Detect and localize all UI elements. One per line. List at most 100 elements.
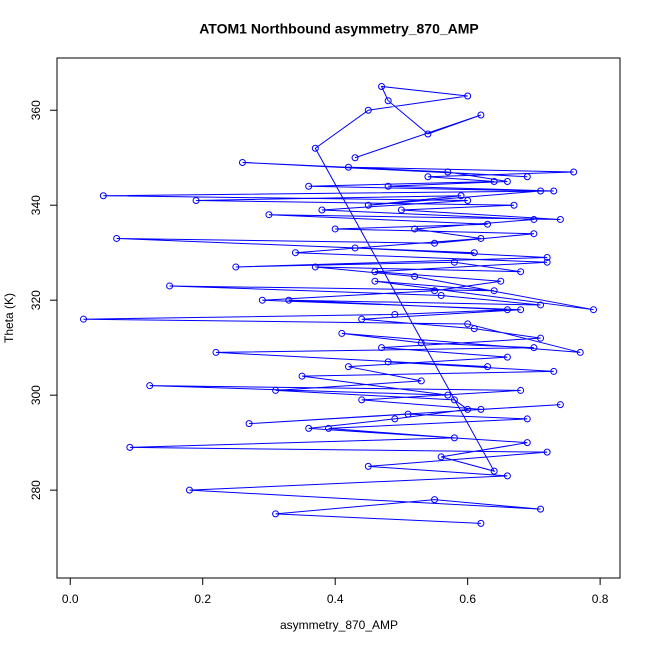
data-point (537, 505, 545, 513)
data-point (424, 130, 432, 138)
data-point (378, 82, 386, 90)
data-point (245, 420, 253, 428)
data-point (503, 353, 511, 361)
x-tick-label: 0.8 (592, 592, 609, 606)
data-point (497, 277, 505, 285)
data-point (470, 325, 478, 333)
y-axis-label: Theta (K) (2, 293, 16, 343)
data-point (464, 320, 472, 328)
y-tick-label: 360 (29, 100, 43, 120)
data-point (212, 348, 220, 356)
data-point (450, 258, 458, 266)
data-point (431, 496, 439, 504)
data-point (517, 386, 525, 394)
data-point (384, 97, 392, 105)
data-point (444, 168, 452, 176)
data-point (484, 220, 492, 228)
data-point (311, 263, 319, 271)
x-tick-label: 0.6 (459, 592, 476, 606)
x-tick-label: 0.2 (194, 592, 211, 606)
x-tick-label: 0.0 (62, 592, 79, 606)
data-point (318, 206, 326, 214)
data-point (464, 92, 472, 100)
data-point (431, 239, 439, 247)
data-point (556, 401, 564, 409)
data-point (364, 462, 372, 470)
data-point (530, 344, 538, 352)
data-point (450, 434, 458, 442)
data-point (99, 192, 107, 200)
x-tick-label: 0.4 (327, 592, 344, 606)
data-point (192, 196, 200, 204)
data-point (371, 268, 379, 276)
data-point (490, 467, 498, 475)
data-point (550, 367, 558, 375)
data-point (391, 415, 399, 423)
plot-frame (56, 57, 621, 579)
data-point (437, 291, 445, 299)
data-point (530, 230, 538, 238)
data-point (272, 386, 280, 394)
data-point (590, 306, 598, 314)
data-point (344, 163, 352, 171)
data-point (437, 453, 445, 461)
y-tick-label: 300 (29, 385, 43, 405)
data-point (265, 211, 273, 219)
y-tick-label: 280 (29, 480, 43, 500)
data-point (185, 486, 193, 494)
data-point (351, 244, 359, 252)
data-point (258, 296, 266, 304)
data-point (477, 405, 485, 413)
data-point (291, 249, 299, 257)
data-point (576, 348, 584, 356)
data-point (470, 249, 478, 257)
data-point (570, 168, 578, 176)
data-point (556, 215, 564, 223)
data-point (298, 372, 306, 380)
y-tick-label: 320 (29, 290, 43, 310)
data-point (384, 358, 392, 366)
data-point (166, 282, 174, 290)
data-point (457, 192, 465, 200)
data-point (464, 196, 472, 204)
data-line (83, 85, 594, 524)
data-point (530, 215, 538, 223)
data-point (477, 519, 485, 527)
data-point (411, 272, 419, 280)
data-point (344, 363, 352, 371)
data-point (305, 182, 313, 190)
data-point (305, 424, 313, 432)
data-point (464, 405, 472, 413)
data-point (338, 329, 346, 337)
data-point (450, 396, 458, 404)
data-point (358, 315, 366, 323)
data-point (503, 306, 511, 314)
y-tick-label: 340 (29, 195, 43, 215)
data-point (431, 287, 439, 295)
data-point (364, 201, 372, 209)
data-point (517, 306, 525, 314)
data-point (523, 415, 531, 423)
data-point (311, 144, 319, 152)
data-point (490, 287, 498, 295)
data-point (397, 206, 405, 214)
chart-title: ATOM1 Northbound asymmetry_870_AMP (199, 21, 479, 37)
data-point (364, 106, 372, 114)
data-point (285, 296, 293, 304)
data-point (79, 315, 87, 323)
data-point (404, 410, 412, 418)
data-point (550, 187, 558, 195)
data-point (537, 334, 545, 342)
data-point (113, 234, 121, 242)
data-point (523, 173, 531, 181)
data-point (325, 424, 333, 432)
data-point (272, 510, 280, 518)
data-point (232, 263, 240, 271)
data-point (543, 253, 551, 261)
data-point (477, 111, 485, 119)
data-point (444, 391, 452, 399)
data-point (371, 277, 379, 285)
x-axis-label: asymmetry_870_AMP (280, 618, 398, 632)
data-point (537, 301, 545, 309)
